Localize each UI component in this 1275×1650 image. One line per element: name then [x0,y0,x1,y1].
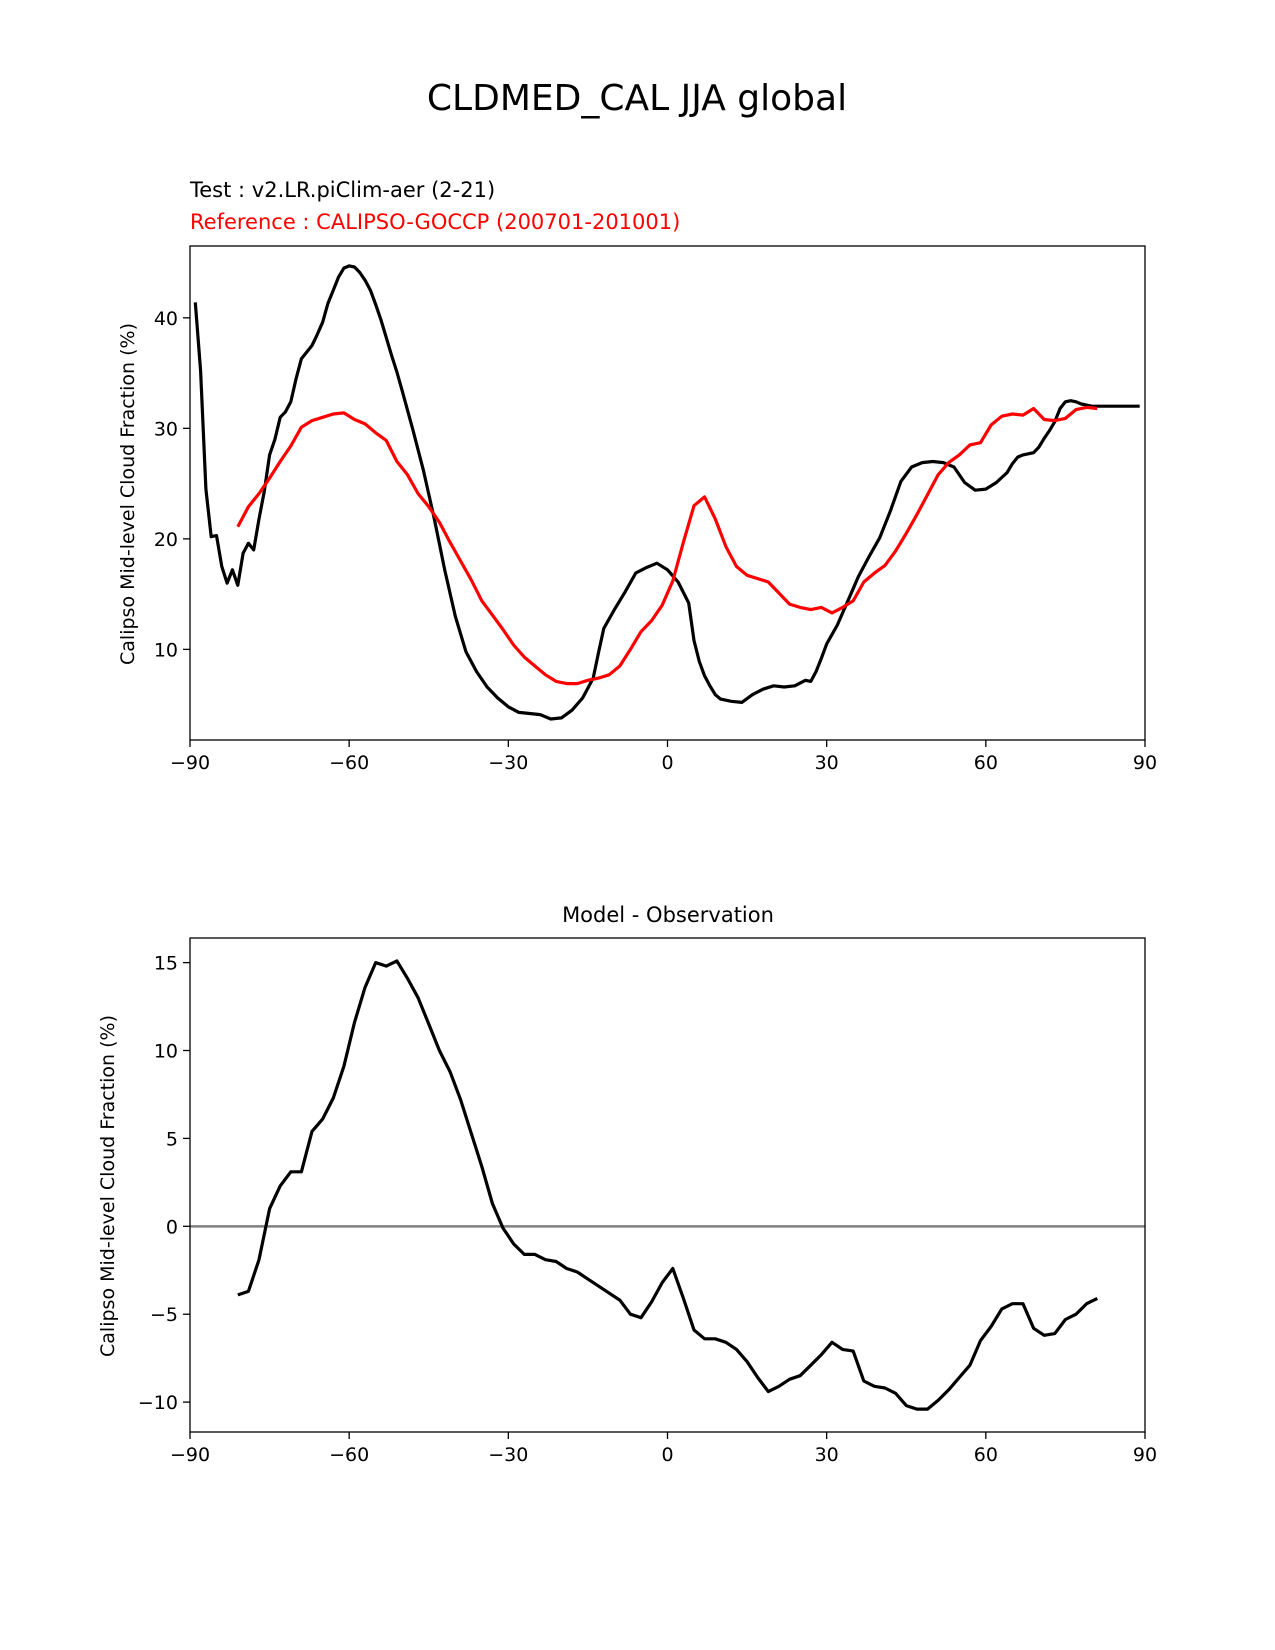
series-line-difference [237,959,1099,1411]
y-tick-label: −10 [138,1392,178,1414]
x-tick-label: −90 [170,752,210,774]
x-tick-label: −90 [170,1444,210,1466]
x-tick-label: 0 [661,752,673,774]
x-tick-label: 0 [661,1444,673,1466]
top-y-axis-label: Calipso Mid-level Cloud Fraction (%) [117,323,139,665]
y-tick-label: 5 [166,1128,178,1150]
bottom-plot-title: Model - Observation [562,903,774,927]
test-label: Test : v2.LR.piClim-aer (2-21) [189,178,495,202]
y-tick-label: 40 [154,308,178,330]
y-tick-label: 10 [154,639,178,661]
y-tick-label: 30 [154,418,178,440]
x-tick-label: 90 [1133,752,1157,774]
x-tick-label: −60 [329,1444,369,1466]
x-tick-label: 60 [974,752,998,774]
y-tick-label: 15 [154,953,178,975]
reference-label: Reference : CALIPSO-GOCCP (200701-201001… [190,210,680,234]
top-plot-area: −90 −60 −30 0 30 60 90 10 20 30 40 [154,245,1157,774]
figure-title: CLDMED_CAL JJA global [427,78,847,119]
x-tick-label: −60 [329,752,369,774]
x-tick-label: 30 [815,752,839,774]
y-tick-label: −5 [150,1304,178,1326]
x-tick-label: 30 [815,1444,839,1466]
bottom-plot-area: −90 −60 −30 0 30 60 90 −10 −5 0 5 10 15 [138,937,1157,1466]
x-tick-label: 60 [974,1444,998,1466]
y-tick-label: 20 [154,529,178,551]
series-line-test [193,264,1140,721]
x-tick-label: 90 [1133,1444,1157,1466]
axes-frame [189,937,1146,1433]
y-tick-label: 0 [166,1216,178,1238]
series-line-reference [236,405,1098,686]
y-tick-label: 10 [154,1041,178,1063]
bottom-y-axis-label: Calipso Mid-level Cloud Fraction (%) [97,1015,119,1357]
x-tick-label: −30 [488,752,528,774]
x-tick-label: −30 [488,1444,528,1466]
axes-frame [189,245,1146,741]
